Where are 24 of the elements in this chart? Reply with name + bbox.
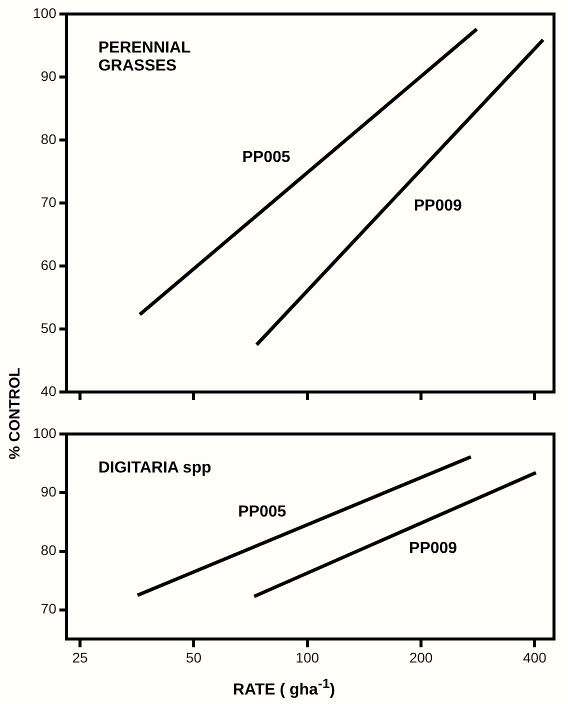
series-label: PP005 [242,149,290,166]
y-tick-label: 90 [40,483,57,500]
y-tick-label: 70 [40,600,57,617]
y-tick-label: 100 [33,4,57,21]
y-axis-title: % CONTROL [6,366,24,462]
x-tick-label: 25 [72,649,88,666]
text: PERENNIAL GRASSES [98,39,192,74]
x-tick-label: 200 [409,649,433,666]
y-tick-label: 50 [40,320,57,336]
x-tick-label: 100 [296,649,320,666]
y-tick-label: 80 [40,542,57,558]
y-tick-label: 90 [40,68,57,84]
series-label: PP005 [238,503,286,520]
y-tick-label: 60 [40,256,57,273]
y-tick-label: 80 [40,130,57,147]
x-tick-label: 50 [186,649,202,666]
x-tick-label: 400 [523,649,547,666]
x-axis-title: RATE ( gha$^{-1}$) [232,676,336,700]
series-label: PP009 [409,540,458,557]
text: DIGITARIA spp [98,459,212,476]
series-label: PP009 [414,198,462,215]
y-tick-label: 70 [40,194,57,210]
y-tick-label: 40 [40,382,57,399]
y-tick-label: 100 [33,424,57,441]
